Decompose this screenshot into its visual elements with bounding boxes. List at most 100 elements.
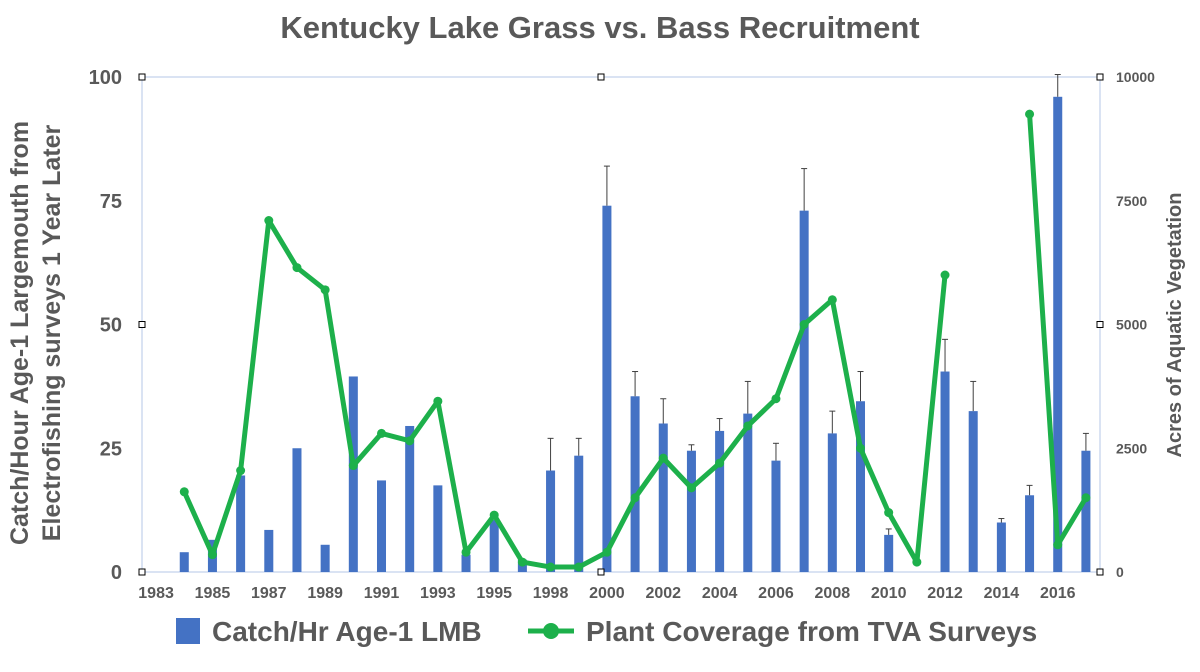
selection-handle bbox=[138, 568, 146, 576]
bar bbox=[1053, 96, 1063, 573]
plant-coverage-point bbox=[686, 483, 696, 493]
plant-coverage-point bbox=[658, 453, 668, 463]
plant-coverage-point bbox=[630, 493, 640, 503]
y2-tick-label: 2500 bbox=[1116, 440, 1147, 456]
legend-label-bars: Catch/Hr Age-1 LMB bbox=[212, 616, 482, 647]
x-tick-label: 2016 bbox=[1040, 585, 1076, 602]
plant-coverage-point bbox=[320, 285, 330, 295]
selection-handle bbox=[1096, 321, 1104, 328]
x-tick-label: 1985 bbox=[195, 585, 231, 602]
plant-coverage-point bbox=[489, 510, 499, 520]
plot-area-frame bbox=[141, 76, 1101, 573]
bar bbox=[602, 205, 612, 572]
plant-coverage-point bbox=[377, 428, 386, 438]
plant-coverage-point bbox=[292, 263, 302, 273]
y-tick-label: 100 bbox=[89, 67, 122, 89]
bar bbox=[1081, 450, 1091, 572]
plant-coverage-point bbox=[1081, 493, 1091, 503]
plant-coverage-point bbox=[912, 557, 922, 567]
bar bbox=[236, 475, 246, 572]
bar bbox=[320, 544, 330, 572]
plant-coverage-point bbox=[1053, 540, 1063, 550]
legend: Catch/Hr Age-1 LMB Plant Coverage from T… bbox=[176, 616, 1037, 647]
bar bbox=[799, 210, 809, 572]
plant-coverage-point bbox=[236, 466, 246, 476]
x-tick-label: 2010 bbox=[871, 585, 907, 602]
bar bbox=[968, 411, 978, 572]
chart-title: Kentucky Lake Grass vs. Bass Recruitment bbox=[280, 10, 920, 45]
bar bbox=[433, 485, 443, 572]
selection-handle bbox=[138, 73, 146, 81]
bar bbox=[996, 522, 1006, 572]
bar bbox=[376, 480, 387, 572]
y-tick-label: 25 bbox=[100, 438, 122, 460]
bar bbox=[743, 413, 753, 572]
x-tick-label: 1991 bbox=[364, 585, 400, 602]
bar bbox=[292, 448, 302, 572]
plant-coverage-point bbox=[715, 458, 725, 468]
plant-coverage-point bbox=[179, 487, 189, 497]
legend-bar-swatch bbox=[176, 618, 200, 644]
bar bbox=[546, 470, 556, 572]
plant-coverage-point bbox=[771, 394, 781, 404]
selection-handle bbox=[1096, 73, 1104, 81]
bar bbox=[489, 520, 499, 572]
plant-coverage-point bbox=[461, 547, 471, 557]
bar bbox=[1025, 495, 1035, 572]
x-tick-label: 2014 bbox=[984, 585, 1020, 602]
x-tick-label: 1995 bbox=[476, 585, 512, 602]
bar bbox=[940, 371, 950, 572]
selection-handle bbox=[597, 73, 605, 81]
plant-coverage-point bbox=[1025, 109, 1035, 119]
x-tick-label: 2008 bbox=[815, 585, 851, 602]
bar bbox=[405, 425, 415, 572]
bar bbox=[461, 554, 471, 572]
y2-axis-title: Acres of Aquatic Vegetation bbox=[1164, 193, 1186, 458]
plant-coverage-point bbox=[799, 320, 809, 329]
plant-coverage-point bbox=[743, 421, 753, 431]
plant-coverage-point bbox=[546, 562, 556, 572]
plant-coverage-point bbox=[884, 508, 894, 518]
bar bbox=[771, 460, 781, 572]
x-tick-label: 1983 bbox=[138, 585, 174, 602]
legend-label-line: Plant Coverage from TVA Surveys bbox=[586, 616, 1037, 647]
bar bbox=[715, 430, 725, 572]
bar bbox=[574, 455, 584, 572]
plant-coverage-point bbox=[207, 550, 217, 560]
y-axis-title-line1: Catch/Hour Age-1 Largemouth from bbox=[6, 121, 34, 545]
x-tick-label: 1998 bbox=[533, 585, 569, 602]
bar bbox=[630, 396, 640, 572]
y-axis-title-line2: Electrofishing surveys 1 Year Later bbox=[38, 125, 66, 542]
plant-coverage-line bbox=[181, 218, 948, 570]
x-tick-label: 1989 bbox=[307, 585, 343, 602]
bar bbox=[658, 423, 668, 572]
x-tick-label: 2002 bbox=[645, 585, 681, 602]
plant-coverage-point bbox=[574, 562, 584, 572]
y-tick-label: 50 bbox=[100, 315, 122, 337]
x-tick-label: 2012 bbox=[927, 585, 963, 602]
bar bbox=[686, 450, 696, 572]
bar bbox=[855, 401, 866, 572]
plant-coverage-point bbox=[940, 270, 950, 280]
y2-tick-label: 0 bbox=[1116, 564, 1124, 580]
y2-tick-label: 5000 bbox=[1116, 317, 1147, 333]
selection-handle bbox=[597, 568, 605, 576]
y-tick-label: 75 bbox=[100, 191, 122, 213]
bar bbox=[827, 433, 837, 572]
x-tick-label: 1993 bbox=[420, 585, 456, 602]
plant-coverage-point bbox=[517, 557, 527, 567]
plant-coverage-point bbox=[856, 443, 865, 453]
plant-coverage-point bbox=[264, 216, 274, 226]
bar bbox=[884, 534, 894, 572]
bar bbox=[179, 552, 189, 572]
selection-handle bbox=[138, 321, 146, 328]
y-tick-label: 0 bbox=[111, 562, 122, 584]
x-tick-label: 2006 bbox=[758, 585, 794, 602]
bar bbox=[348, 376, 358, 572]
selection-handle bbox=[1096, 568, 1104, 576]
x-tick-label: 1987 bbox=[251, 585, 287, 602]
bar bbox=[264, 529, 274, 572]
x-tick-label: 2004 bbox=[702, 585, 738, 602]
x-tick-label: 2000 bbox=[589, 585, 625, 602]
